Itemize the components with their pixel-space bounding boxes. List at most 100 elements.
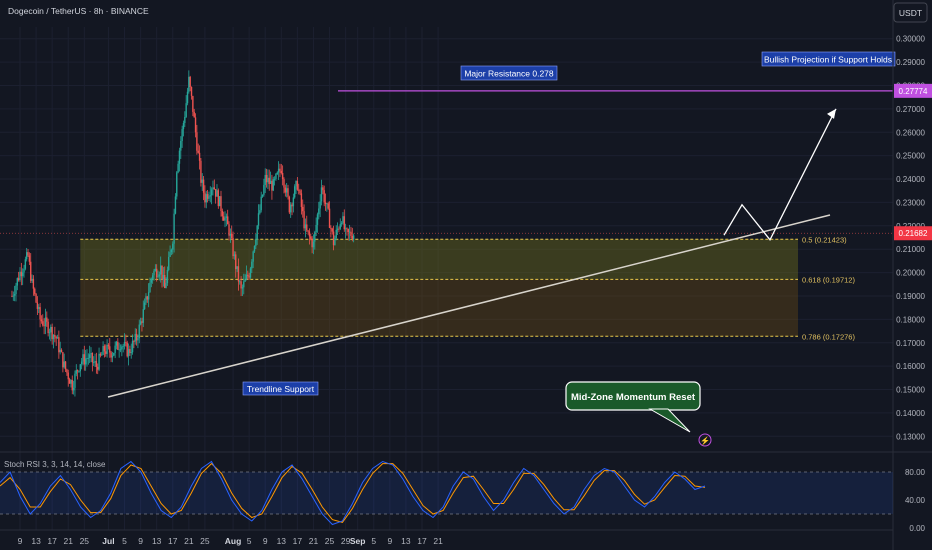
- lightning-glyph: ⚡: [700, 436, 710, 446]
- currency-button[interactable]: USDT: [893, 2, 928, 23]
- candle-body: [88, 354, 91, 358]
- time-tick-label: 17: [168, 536, 178, 546]
- candle-body: [296, 180, 299, 190]
- trendline-support[interactable]: [107, 214, 831, 398]
- callout-box[interactable]: [565, 381, 701, 411]
- candle-body: [277, 168, 280, 173]
- time-tick-label: 5: [247, 536, 252, 546]
- candle-body: [307, 230, 309, 232]
- candle-body: [55, 336, 57, 339]
- candle-body: [315, 224, 317, 233]
- candle-body: [141, 321, 143, 323]
- candle-body: [83, 354, 86, 365]
- time-tick-label: 5: [371, 536, 376, 546]
- candle-body: [42, 321, 44, 326]
- candle-body: [202, 179, 205, 193]
- time-tick-label: 21: [309, 536, 319, 546]
- candle-body: [196, 132, 198, 151]
- candle-body: [43, 325, 45, 327]
- candle-body: [97, 366, 99, 370]
- candle-body: [15, 285, 17, 295]
- candle-body: [109, 346, 111, 353]
- candle-body: [17, 278, 20, 281]
- candle-body: [84, 358, 87, 365]
- candles: [11, 70, 355, 397]
- candle-body: [232, 237, 234, 257]
- candle-body: [285, 188, 288, 193]
- candle-body: [164, 274, 166, 288]
- candle-body: [47, 321, 49, 334]
- candle-body: [228, 224, 230, 236]
- candle-body: [336, 228, 339, 230]
- candle-body: [283, 179, 285, 188]
- candle-body: [21, 272, 24, 277]
- candle-body: [78, 371, 80, 373]
- candle-body: [224, 217, 226, 221]
- price-tick-label: 0.21000: [896, 245, 925, 254]
- candle-body: [279, 168, 281, 171]
- candle-body: [19, 271, 21, 281]
- stoch-tick-label: 0.00: [909, 524, 925, 533]
- candle-body: [243, 281, 245, 288]
- time-tick-label: 25: [200, 536, 210, 546]
- trendline-label-box[interactable]: [242, 381, 319, 396]
- time-axis[interactable]: 9 13 17 21 25 Jul 5 9 13 17 21 25 Aug 5 9 13 17 21 25 29 Sep…: [0, 529, 893, 546]
- candle-body: [166, 269, 169, 284]
- price-tick-label: 0.13000: [896, 432, 925, 441]
- candle-body: [227, 216, 229, 225]
- candle-body: [102, 346, 104, 355]
- candle-body: [173, 213, 175, 244]
- candle-body: [58, 337, 60, 353]
- candle-body: [130, 352, 132, 354]
- candle-body: [323, 190, 325, 203]
- candle-body: [205, 194, 207, 203]
- candle-body: [184, 116, 186, 123]
- candle-body: [146, 296, 148, 300]
- projection-label-box[interactable]: [761, 51, 896, 67]
- stoch-rsi-pane[interactable]: 80.00 40.00 0.00 Stoch RSI 3, 3, 14, 14, cl…: [0, 451, 932, 533]
- candle-body: [181, 129, 183, 141]
- candle-body: [103, 346, 106, 352]
- price-tick-label: 0.29000: [896, 58, 925, 67]
- time-tick-label: 9: [387, 536, 392, 546]
- candle-body: [289, 204, 292, 213]
- candle-body: [235, 254, 237, 270]
- resistance-label-box[interactable]: [460, 65, 558, 81]
- candle-body: [291, 204, 293, 207]
- candle-body: [72, 387, 75, 391]
- fib-zone-upper: [80, 239, 799, 280]
- time-tick-label: 13: [277, 536, 287, 546]
- candle-body: [292, 197, 295, 207]
- candle-body: [101, 354, 103, 356]
- candle-body: [66, 369, 68, 373]
- candle-body: [16, 278, 19, 286]
- candle-body: [268, 177, 270, 184]
- candle-body: [121, 346, 123, 350]
- candle-body: [311, 238, 313, 248]
- currency-label: USDT: [899, 8, 922, 18]
- time-tick-label: Sep: [350, 536, 366, 546]
- candle-body: [188, 76, 190, 92]
- price-axis[interactable]: 0.300000.290000.280000.270000.260000.250…: [892, 0, 932, 550]
- candle-body: [312, 241, 315, 248]
- candle-body: [322, 187, 324, 191]
- lightning-icon[interactable]: [698, 433, 712, 447]
- price-tick-label: 0.16000: [896, 362, 925, 371]
- time-tick-label: 21: [184, 536, 194, 546]
- candle-body: [172, 243, 174, 250]
- candle-body: [157, 276, 159, 278]
- candle-body: [214, 189, 217, 197]
- candle-body: [62, 352, 64, 368]
- candle-body: [134, 333, 136, 342]
- candle-body: [135, 333, 138, 341]
- stoch-k-line: [0, 460, 706, 526]
- candle-body: [34, 288, 36, 294]
- candle-body: [56, 337, 59, 339]
- candle-body: [90, 353, 92, 355]
- candle-body: [275, 173, 277, 179]
- candle-body: [105, 351, 107, 354]
- candle-body: [239, 281, 241, 283]
- candle-body: [24, 259, 27, 269]
